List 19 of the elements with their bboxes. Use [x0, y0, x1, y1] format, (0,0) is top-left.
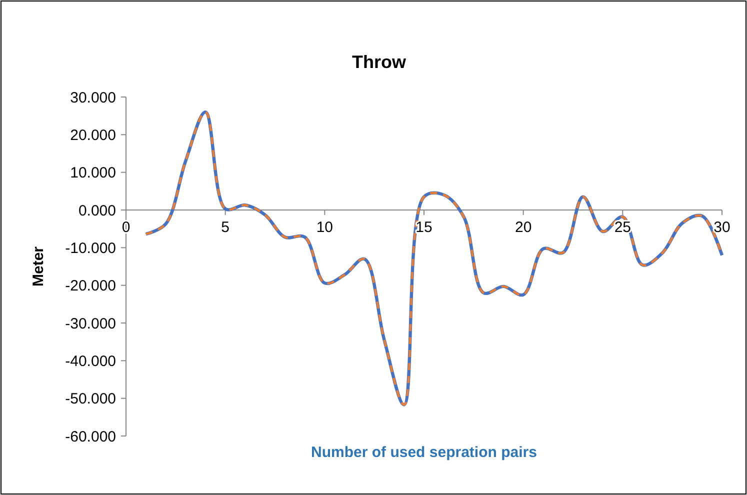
y-tick-label: -20.000 [65, 278, 116, 295]
x-tick-label: 30 [714, 219, 730, 236]
y-tick-label: 10.000 [70, 164, 116, 182]
x-tick-label: 10 [316, 219, 334, 236]
y-tick-label: -30.000 [65, 315, 116, 332]
y-tick-label: 30.000 [70, 89, 116, 106]
y-tick-label: -50.000 [65, 390, 116, 408]
x-tick-label: 5 [221, 219, 230, 236]
y-tick-label: 20.000 [70, 126, 116, 144]
chart-title: Throw [352, 52, 407, 72]
y-tick-label: 0.000 [78, 202, 116, 220]
x-tick-label: 20 [514, 219, 532, 236]
y-tick-label: -40.000 [65, 352, 116, 370]
x-axis-title: Number of used sepration pairs [311, 444, 537, 461]
y-tick-label: -10.000 [65, 240, 116, 257]
y-axis-title: Meter [30, 246, 47, 287]
x-tick-label: 15 [416, 219, 432, 236]
y-tick-label: -60.000 [65, 428, 116, 446]
x-tick-label: 0 [122, 219, 130, 236]
